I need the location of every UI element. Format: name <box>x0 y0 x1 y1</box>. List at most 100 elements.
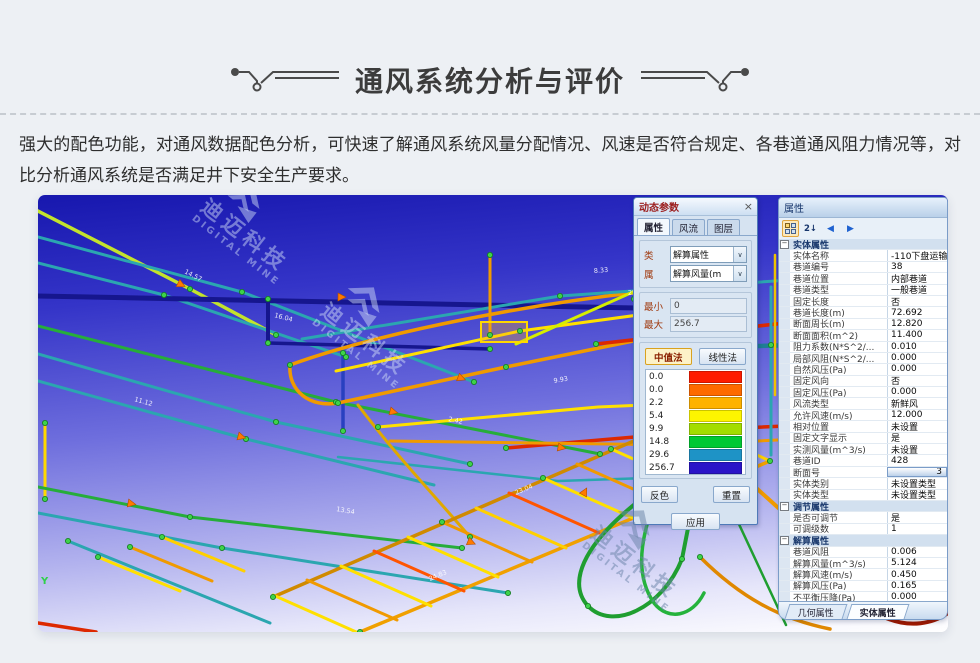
property-value[interactable]: 是 <box>887 512 947 523</box>
property-value[interactable]: 428 <box>887 455 947 466</box>
property-row[interactable]: 阻力系数(N*S^2/... 0.010 <box>779 341 947 353</box>
property-value[interactable]: 3 <box>887 466 947 478</box>
chevron-down-icon[interactable]: ∨ <box>733 247 746 262</box>
property-row[interactable]: 巷道类型 一般巷道 <box>779 284 947 296</box>
attr-select[interactable]: 解算风量(m ∨ <box>670 265 747 282</box>
color-scale-row[interactable]: 5.4 <box>646 409 745 422</box>
color-scale-row[interactable]: 9.9 <box>646 422 745 435</box>
property-row[interactable]: − 实体属性 <box>779 239 947 251</box>
property-value[interactable]: 5.124 <box>887 557 947 569</box>
property-value[interactable]: 未设置 <box>887 444 947 455</box>
color-scale-row[interactable]: 0.0 <box>646 383 745 396</box>
property-value[interactable]: 否 <box>887 295 947 307</box>
property-value[interactable] <box>829 535 947 545</box>
close-icon[interactable]: × <box>743 200 753 213</box>
linear-method-button[interactable]: 线性法 <box>699 348 746 365</box>
property-value[interactable]: 0.010 <box>887 341 947 352</box>
sort-alphabetical-icon[interactable]: 2↓ <box>803 223 818 234</box>
property-row[interactable]: 断面周长(m) 12.820 <box>779 318 947 331</box>
property-row[interactable]: 风流类型 新鲜风 <box>779 398 947 410</box>
property-row[interactable]: 解算风速(m/s) 0.450 <box>779 569 947 581</box>
property-row[interactable]: − 调节属性 <box>779 500 947 513</box>
median-method-button[interactable]: 中值法 <box>645 348 692 365</box>
property-value[interactable]: 0.450 <box>887 569 947 580</box>
property-value[interactable]: 0.000 <box>887 364 947 375</box>
property-row[interactable]: 巷道风阻 0.006 <box>779 546 947 558</box>
invert-button[interactable]: 反色 <box>641 486 679 503</box>
property-row[interactable]: 解算风量(m^3/s) 5.124 <box>779 557 947 570</box>
property-value[interactable]: 12.000 <box>887 409 947 421</box>
property-value[interactable]: 新鲜风 <box>887 398 947 409</box>
collapse-icon[interactable]: − <box>780 535 789 545</box>
dialog-titlebar[interactable]: 动态参数 × <box>634 198 757 216</box>
property-name: 不平衡压降(Pa) <box>793 593 856 602</box>
color-swatch <box>689 370 742 383</box>
property-row[interactable]: 解算风压(Pa) 0.165 <box>779 580 947 593</box>
forward-icon[interactable]: ▶ <box>847 223 854 234</box>
color-scale-row[interactable]: 29.6 <box>646 448 745 461</box>
color-scale-row[interactable]: 0.0 <box>646 370 745 383</box>
svg-text:13.54: 13.54 <box>336 505 356 516</box>
property-value[interactable]: 1 <box>887 523 947 535</box>
property-row[interactable]: 实体类型 未设置类型 <box>779 489 947 501</box>
property-row[interactable]: 固定长度 否 <box>779 295 947 308</box>
reset-button[interactable]: 重置 <box>712 486 750 503</box>
color-scale-row[interactable]: 2.2 <box>646 396 745 409</box>
property-value[interactable]: 38 <box>887 261 947 273</box>
property-row[interactable]: 巷道位置 内部巷道 <box>779 273 947 285</box>
property-value[interactable]: 未设置类型 <box>887 478 947 489</box>
properties-bottom-tab[interactable]: 实体属性 <box>846 604 910 619</box>
properties-bottom-tab[interactable]: 几何属性 <box>784 604 848 619</box>
property-row[interactable]: 固定风向 否 <box>779 375 947 388</box>
property-value[interactable]: 11.400 <box>887 330 947 341</box>
property-value[interactable]: 否 <box>887 375 947 387</box>
property-row[interactable]: 实测风量(m^3/s) 未设置 <box>779 444 947 456</box>
property-row[interactable]: 实体类别 未设置类型 <box>779 478 947 490</box>
property-value[interactable]: 72.692 <box>887 307 947 318</box>
property-value[interactable]: 一般巷道 <box>887 284 947 295</box>
property-row[interactable]: 自然风压(Pa) 0.000 <box>779 364 947 376</box>
property-value[interactable] <box>829 501 947 511</box>
property-row[interactable]: 允许风速(m/s) 12.000 <box>779 409 947 422</box>
dialog-tab[interactable]: 图层 <box>707 219 741 235</box>
color-scale-row[interactable]: 14.8 <box>646 435 745 448</box>
dialog-tab[interactable]: 属性 <box>637 218 671 235</box>
property-value[interactable]: 内部巷道 <box>887 273 947 284</box>
property-row[interactable]: 断面面积(m^2) 11.400 <box>779 330 947 342</box>
property-value[interactable] <box>829 239 947 249</box>
chevron-down-icon[interactable]: ∨ <box>733 266 746 281</box>
property-row[interactable]: 可调级数 1 <box>779 523 947 536</box>
collapse-icon[interactable]: − <box>780 500 789 511</box>
collapse-icon[interactable]: − <box>780 239 789 249</box>
property-row[interactable]: − 解算属性 <box>779 535 947 547</box>
property-value[interactable]: 0.000 <box>887 592 947 602</box>
property-value[interactable]: 是 <box>887 432 947 443</box>
apply-button[interactable]: 应用 <box>670 513 720 530</box>
color-scale-row[interactable]: 256.7 <box>646 461 745 474</box>
categorized-icon[interactable] <box>782 220 799 237</box>
property-row[interactable]: 固定风压(Pa) 0.000 <box>779 387 947 399</box>
property-row[interactable]: 不平衡压降(Pa) 0.000 <box>779 592 947 602</box>
back-icon[interactable]: ◀ <box>827 223 834 234</box>
property-value[interactable]: 0.165 <box>887 580 947 592</box>
property-row[interactable]: 固定文字显示 是 <box>779 432 947 445</box>
property-value[interactable]: 0.000 <box>887 352 947 364</box>
property-value[interactable]: 12.820 <box>887 318 947 330</box>
property-row[interactable]: 是否可调节 是 <box>779 512 947 524</box>
property-row[interactable]: 巷道长度(m) 72.692 <box>779 307 947 319</box>
max-input[interactable]: 256.7 <box>670 316 747 332</box>
min-input[interactable]: 0 <box>670 298 747 314</box>
property-value[interactable]: 0.000 <box>887 387 947 398</box>
property-row[interactable]: 局部风阻(N*S^2/... 0.000 <box>779 352 947 365</box>
property-row[interactable]: 巷道ID 428 <box>779 455 947 467</box>
property-row[interactable]: 断面号 3 <box>779 466 947 479</box>
property-value[interactable]: 0.006 <box>887 546 947 557</box>
property-row[interactable]: 巷道编号 38 <box>779 261 947 274</box>
property-row[interactable]: 相对位置 未设置 <box>779 421 947 433</box>
property-value[interactable]: 未设置 <box>887 421 947 432</box>
dialog-tab[interactable]: 风流 <box>672 219 706 235</box>
class-select[interactable]: 解算属性 ∨ <box>670 246 747 263</box>
property-value[interactable]: 未设置类型 <box>887 489 947 500</box>
